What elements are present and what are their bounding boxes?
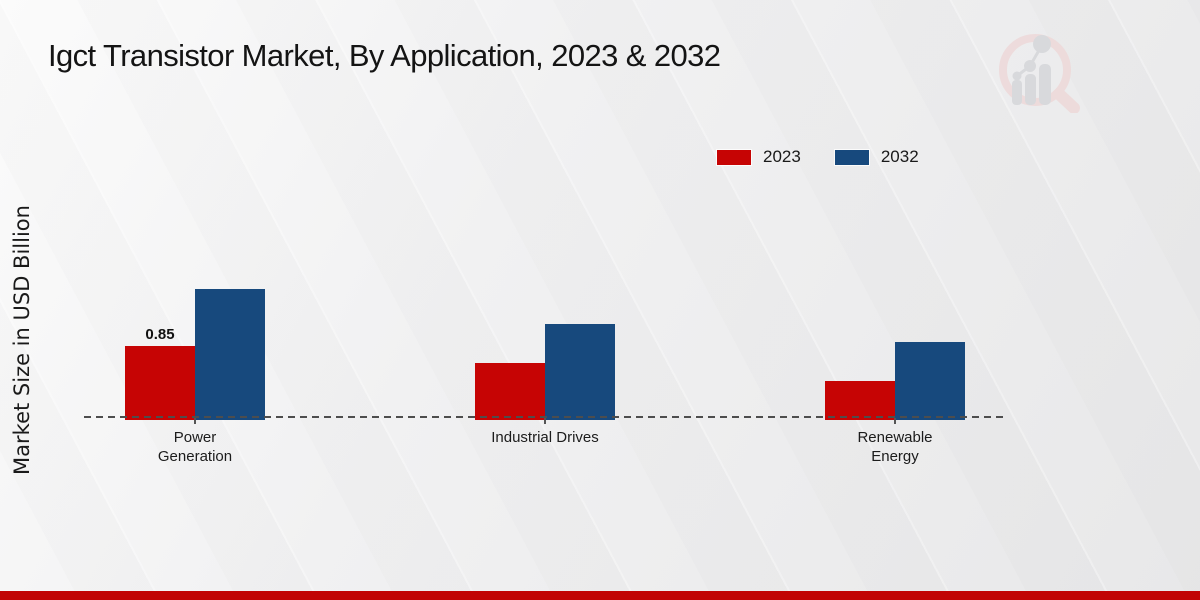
magnifier-bar-chart-logo-icon bbox=[999, 34, 1080, 113]
bar-2023-industrial-drives bbox=[475, 363, 545, 420]
footer-accent-strip bbox=[0, 591, 1200, 600]
bar-2032-industrial-drives bbox=[545, 324, 615, 420]
x-axis-tick-power-generation bbox=[194, 418, 196, 424]
x-axis-tick-renewable-energy bbox=[894, 418, 896, 424]
legend-label-2032: 2032 bbox=[880, 147, 919, 166]
chart-title: Igct Transistor Market, By Application, … bbox=[48, 38, 721, 73]
x-axis-dashed-line bbox=[84, 416, 1008, 418]
legend-swatch-2032 bbox=[834, 149, 869, 165]
legend: 2023 2032 bbox=[717, 147, 919, 167]
bar-2023-renewable-energy bbox=[825, 381, 895, 420]
bar-2023-power-generation bbox=[125, 346, 195, 420]
legend-label-2023: 2023 bbox=[763, 147, 801, 166]
category-label-industrial-drives: Industrial Drives bbox=[491, 429, 599, 446]
legend-item-2032: 2032 bbox=[834, 147, 919, 167]
category-label-renewable-energy: Renewable Energy bbox=[857, 429, 933, 465]
bar-value-label-2023-power-generation: 0.85 bbox=[145, 326, 175, 343]
x-axis-tick-industrial-drives bbox=[544, 418, 546, 424]
bar-2032-power-generation bbox=[195, 289, 265, 420]
bar-2032-renewable-energy bbox=[895, 342, 965, 420]
legend-swatch-2023 bbox=[717, 149, 751, 165]
category-label-power-generation: Power Generation bbox=[157, 429, 233, 465]
legend-item-2023: 2023 bbox=[717, 147, 801, 167]
